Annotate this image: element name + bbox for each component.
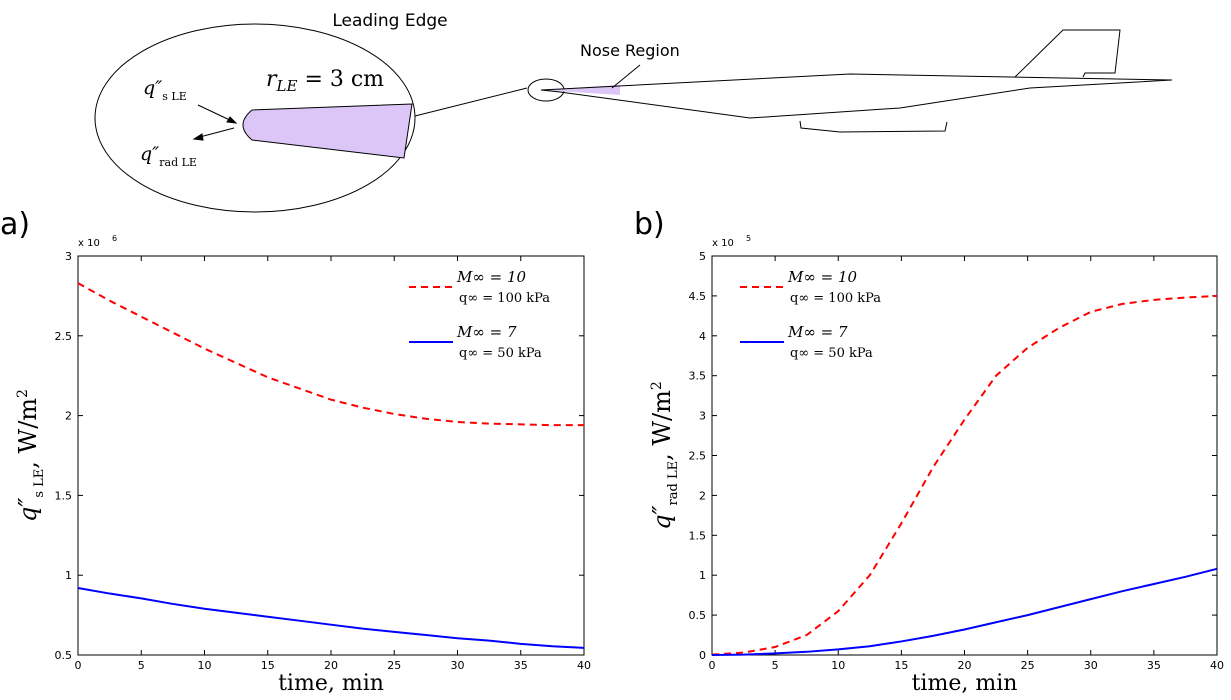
aircraft-fin [1014,29,1121,78]
y-label-power: 2 [15,389,31,398]
legend-sublabel: q∞ = 100 kPa [459,291,550,306]
zoom-ellipse [94,23,416,213]
radius-sub: LE [276,77,298,95]
y-label-sub: s LE [32,469,47,498]
legend-sublabel: q∞ = 50 kPa [459,346,542,361]
series-line [711,567,1218,656]
legend-sublabel: q∞ = 100 kPa [790,291,881,306]
x-tick-label: 20 [324,659,338,672]
legend-sublabel: q∞ = 50 kPa [790,346,873,361]
x-tick-label: 10 [831,659,845,672]
exponent-base: x 10 [78,238,100,249]
y-tick-label: 3.5 [689,370,707,383]
qrad-label: q″rad LE [140,143,197,169]
y-tick-label: 1 [65,569,72,582]
panel-label: b) [634,207,665,242]
x-tick-label: 35 [514,659,528,672]
radius-value: = 3 cm [297,67,384,92]
diagram [94,23,1173,213]
aircraft-inlet [799,120,948,133]
nose-shape [541,85,620,95]
y-tick-label: 4 [699,330,706,343]
y-label-sub: rad LE [666,461,681,506]
y-tick-label: 1.5 [55,489,73,502]
radius-label: rLE = 3 cm [266,67,384,95]
exponent-power: 6 [112,234,117,243]
qs-symbol: q″ [143,77,162,99]
qrad-arrowhead [192,133,204,141]
y-tick-label: 1 [699,569,706,582]
x-tick-label: 5 [138,659,145,672]
x-tick-label: 5 [772,659,779,672]
x-tick-label: 25 [387,659,401,672]
y-label-symbol: q″ [648,505,676,529]
panel-label: a) [0,207,30,242]
y-tick-label: 2.5 [689,450,707,463]
plot-frame [77,255,585,656]
x-tick-label: 30 [451,659,465,672]
exponent-power: 5 [746,234,751,243]
zoom-line [414,87,528,117]
leading-edge-title: Leading Edge [332,11,447,31]
plot-frame [711,255,1218,656]
legend-label: M∞ = 10 [456,268,527,286]
series-line [711,294,1218,656]
nose-pointer [611,64,641,89]
series-line [77,586,585,649]
x-axis-label: time, min [278,671,384,696]
y-label-unit: , W/m [14,398,42,469]
legend-label: M∞ = 10 [787,268,858,286]
x-tick-label: 20 [958,659,972,672]
legend-label: M∞ = 7 [787,323,848,341]
exponent-base: x 10 [712,238,734,249]
y-tick-label: 4.5 [689,290,707,303]
x-tick-label: 40 [1210,659,1224,672]
series-line [77,282,584,427]
qs-sub: s LE [162,90,186,103]
y-tick-label: 0.5 [55,649,73,662]
qs-label: q″s LE [143,77,187,103]
x-tick-label: 30 [1084,659,1098,672]
y-axis-label: q″rad LE, W/m2 [648,381,681,530]
radius-symbol: r [266,67,278,92]
y-label-unit: , W/m [648,390,676,461]
x-tick-label: 0 [709,659,716,672]
leading-edge-shape [242,103,413,159]
x-tick-label: 35 [1147,659,1161,672]
y-tick-label: 0.5 [689,609,707,622]
y-tick-label: 2 [699,489,706,502]
y-axis-label: q″s LE, W/m2 [14,389,47,522]
nose-label: Nose Region [580,41,680,60]
y-tick-label: 0 [699,649,706,662]
x-tick-label: 40 [577,659,591,672]
qrad-sub: rad LE [159,156,197,169]
legend-label: M∞ = 7 [456,323,517,341]
y-tick-label: 3 [65,250,72,263]
y-tick-label: 3 [699,410,706,423]
y-tick-label: 5 [699,250,706,263]
y-label-power: 2 [649,381,665,390]
x-axis-label: time, min [912,671,1018,696]
y-tick-label: 2 [65,410,72,423]
x-tick-label: 0 [75,659,82,672]
y-label-symbol: q″ [14,498,42,522]
qrad-symbol: q″ [140,143,159,165]
y-tick-label: 2.5 [55,330,73,343]
x-tick-label: 15 [261,659,275,672]
qs-arrowhead [226,116,238,124]
x-tick-label: 25 [1021,659,1035,672]
aircraft-body [540,73,1173,119]
x-tick-label: 15 [894,659,908,672]
x-tick-label: 10 [198,659,212,672]
y-tick-label: 1.5 [689,529,707,542]
